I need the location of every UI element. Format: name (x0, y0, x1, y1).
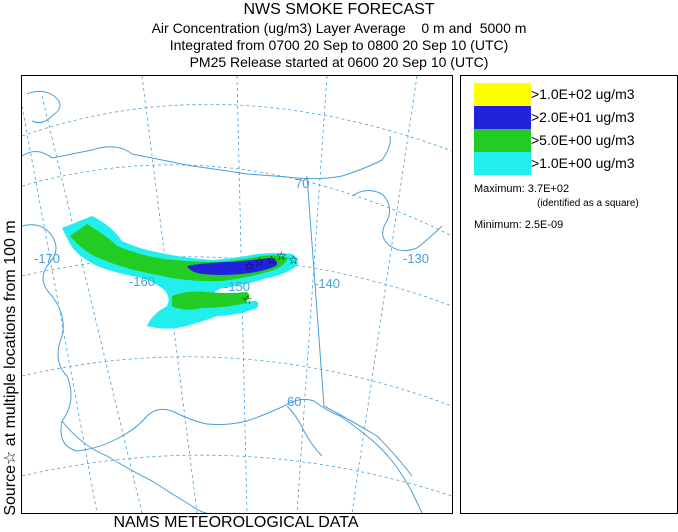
graticule-lat-60 (22, 356, 452, 407)
coast-mackenzie (351, 190, 443, 252)
label-lon160: -160 (129, 274, 155, 289)
maximum-value: Maximum: 3.7E+02 (474, 183, 570, 195)
coast-west-south (22, 224, 423, 513)
coast-kenai (286, 405, 323, 457)
map-panel[interactable]: ☆ ☆ ☆ ☆ ☆ ☆ 70 60 -170 -160 -150 -140 -1… (21, 75, 453, 514)
minimum-value: Minimum: 2.5E-09 (474, 219, 564, 231)
legend-panel: >1.0E+02 ug/m3 >2.0E+01 ug/m3 >5.0E+00 u… (460, 75, 678, 514)
smoke-map[interactable]: ☆ ☆ ☆ ☆ ☆ ☆ 70 60 -170 -160 -150 -140 -1… (22, 76, 452, 513)
graticule-lon-160 (141, 76, 198, 513)
label-lon140: -140 (314, 276, 340, 291)
legend-swatch-1e2 (474, 83, 531, 106)
release-subtitle: PM25 Release started at 0600 20 Sep 10 (… (189, 54, 489, 70)
source-star-1: ☆ (244, 259, 255, 273)
graticule-lon-130 (351, 76, 418, 513)
source-star-2: ☆ (254, 255, 265, 269)
plume-layer-5e0-south (172, 291, 250, 310)
graticule-lat-55 (22, 454, 452, 497)
coast-north-slope (22, 135, 391, 180)
map-title: NWS SMOKE FORECAST (243, 1, 435, 18)
graticule-lat-75 (22, 103, 452, 152)
side-label-area: Source☆ at multiple locations from 100 m (0, 75, 20, 516)
integration-subtitle: Integrated from 0700 20 Sep to 0800 20 S… (169, 37, 509, 53)
concentration-subtitle: Air Concentration (ug/m3) Layer Average … (151, 20, 527, 36)
legend-swatch-2e1 (474, 106, 531, 129)
legend-label-1e2: >1.0E+02 ug/m3 (531, 86, 635, 102)
coastline (22, 90, 443, 513)
legend-label-1e0: >1.0E+00 ug/m3 (531, 155, 635, 171)
legend-swatch-5e0 (474, 129, 531, 152)
smoke-plume: ☆ ☆ ☆ ☆ ☆ ☆ (62, 216, 299, 329)
label-lon130: -130 (403, 251, 429, 266)
label-lat60: 60 (287, 394, 301, 409)
legend-swatch-1e0 (474, 152, 531, 175)
source-markers: ☆ ☆ ☆ ☆ ☆ ☆ (242, 249, 299, 307)
label-lon170: -170 (34, 251, 60, 266)
legend-label-2e1: >2.0E+01 ug/m3 (531, 109, 635, 125)
met-data-footer: NAMS METEOROLOGICAL DATA (113, 514, 359, 531)
alaska-canada-border (306, 175, 413, 477)
source-star-4: ☆ (276, 249, 287, 263)
legend-label-5e0: >5.0E+00 ug/m3 (531, 132, 635, 148)
source-side-label: Source☆ at multiple locations from 100 m (2, 220, 19, 516)
source-star-6: ☆ (242, 293, 253, 307)
coast-arctic-islands (26, 90, 61, 124)
graticule-labels: 70 60 -170 -160 -150 -140 -130 (34, 176, 429, 409)
graticule-lon-140 (296, 76, 328, 513)
label-lon150: -150 (224, 279, 250, 294)
source-star-5: ☆ (288, 253, 299, 267)
label-lat70: 70 (295, 176, 309, 191)
coast-alaska-peninsula (61, 420, 208, 513)
plume-layer-2e1 (187, 258, 278, 275)
maximum-note: (identified as a square) (537, 198, 639, 209)
source-star-3: ☆ (266, 253, 277, 267)
